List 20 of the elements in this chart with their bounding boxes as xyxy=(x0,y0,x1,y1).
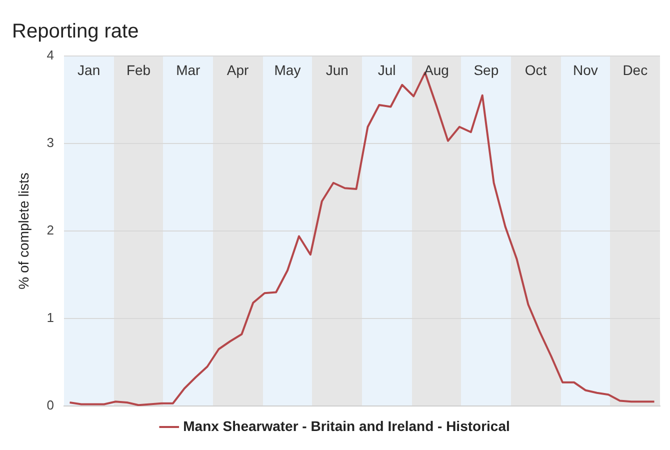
annotation: Apr xyxy=(226,62,249,78)
y-tick-label: 3 xyxy=(46,135,54,150)
annotation: Dec xyxy=(622,62,648,78)
annotation: May xyxy=(274,62,301,78)
annotation: Oct xyxy=(524,62,547,78)
y-tick-label: 4 xyxy=(46,48,54,63)
y-tick-label: 0 xyxy=(46,398,54,413)
annotation: Mar xyxy=(176,62,200,78)
annotation: Sep xyxy=(474,62,499,78)
chart-title: Reporting rate xyxy=(12,20,139,43)
legend-label: Manx Shearwater - Britain and Ireland - Historical xyxy=(183,418,510,434)
annotation: Aug xyxy=(424,62,449,78)
annotation: Jun xyxy=(326,62,348,78)
annotation: Jan xyxy=(78,62,100,78)
y-tick-label: 2 xyxy=(46,222,54,238)
y-tick-label: 1 xyxy=(46,310,54,326)
annotation: Jul xyxy=(378,62,396,78)
y-axis-title: % of complete lists xyxy=(15,172,32,290)
annotation: Nov xyxy=(573,62,598,78)
annotation: Feb xyxy=(126,62,151,78)
